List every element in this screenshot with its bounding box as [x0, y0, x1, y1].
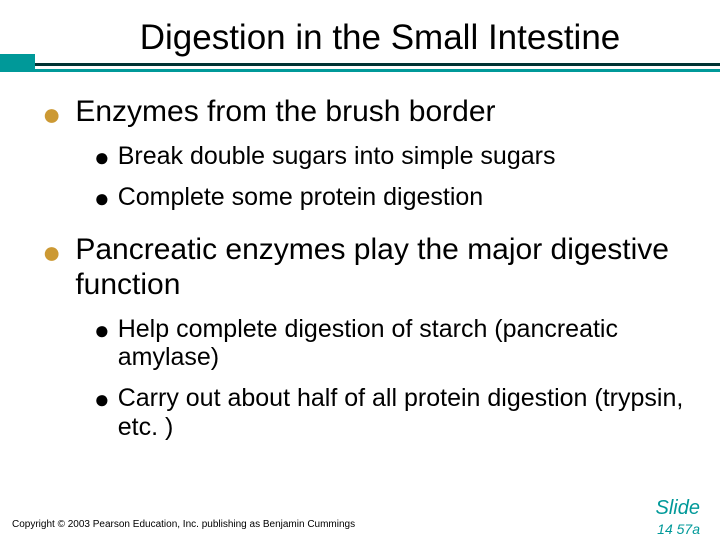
sub-list-item: ● Carry out about half of all protein di… — [94, 384, 688, 442]
bullet-icon: ● — [94, 185, 110, 211]
title-underline-dark — [0, 63, 720, 66]
title-underline-teal-block — [0, 54, 35, 72]
copyright-text: Copyright © 2003 Pearson Education, Inc.… — [12, 519, 355, 530]
sub-list-item: ● Help complete digestion of starch (pan… — [94, 315, 688, 373]
bullet-icon: ● — [94, 317, 110, 343]
title-underline-teal-thin — [35, 69, 720, 72]
list-item: ● Enzymes from the brush border — [42, 94, 688, 130]
sub-list-item-text: Carry out about half of all protein dige… — [118, 384, 688, 442]
bullet-icon: ● — [94, 144, 110, 170]
slide-number: 14 57a — [657, 521, 700, 537]
content-area: ● Enzymes from the brush border ● Break … — [0, 72, 720, 441]
title-area: Digestion in the Small Intestine — [0, 0, 720, 72]
bullet-icon: ● — [42, 98, 61, 130]
list-item: ● Pancreatic enzymes play the major dige… — [42, 232, 688, 303]
list-item-text: Pancreatic enzymes play the major digest… — [75, 232, 688, 303]
sub-list-item-text: Help complete digestion of starch (pancr… — [118, 315, 688, 373]
sub-list-item: ● Break double sugars into simple sugars — [94, 142, 688, 171]
sub-list-item-text: Complete some protein digestion — [118, 183, 483, 212]
list-item-text: Enzymes from the brush border — [75, 94, 495, 129]
page-title: Digestion in the Small Intestine — [0, 18, 720, 58]
slide-label-text: Slide — [656, 497, 700, 519]
sub-list-item-text: Break double sugars into simple sugars — [118, 142, 556, 171]
sub-list-item: ● Complete some protein digestion — [94, 183, 688, 212]
bullet-icon: ● — [42, 236, 61, 268]
bullet-icon: ● — [94, 386, 110, 412]
slide-label: Slide 14 57a — [656, 498, 700, 538]
